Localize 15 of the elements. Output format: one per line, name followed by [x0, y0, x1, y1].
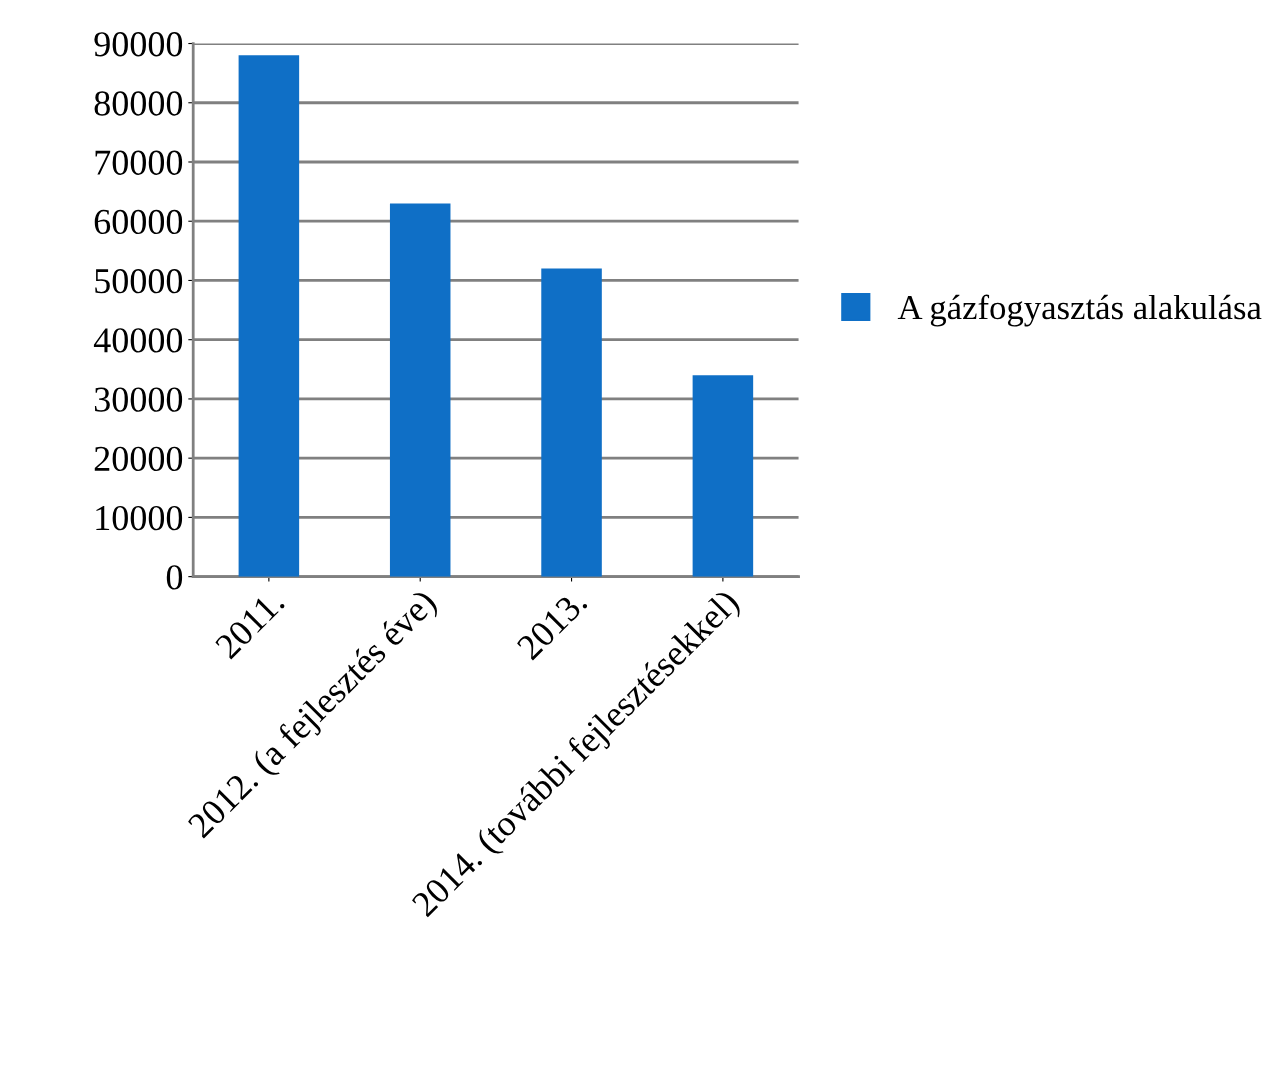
y-tick-label: 80000 — [94, 91, 183, 116]
bar — [541, 268, 602, 577]
bar — [389, 203, 451, 577]
y-tick-label: 10000 — [96, 505, 183, 531]
y-tick-label: 20000 — [94, 446, 183, 472]
y-tick-label: 70000 — [95, 150, 183, 175]
y-tick-label: 90000 — [94, 32, 183, 57]
y-tick-label: 40000 — [93, 328, 183, 353]
y-tick-label: 50000 — [95, 268, 183, 294]
y-tick-label: 0 — [166, 565, 183, 590]
y-tick-label: 60000 — [94, 209, 183, 235]
bar — [692, 375, 754, 577]
bar — [238, 55, 300, 577]
legend-label: A gázfogyasztás alakulása — [897, 294, 1262, 327]
y-tick-label: 30000 — [94, 387, 183, 412]
